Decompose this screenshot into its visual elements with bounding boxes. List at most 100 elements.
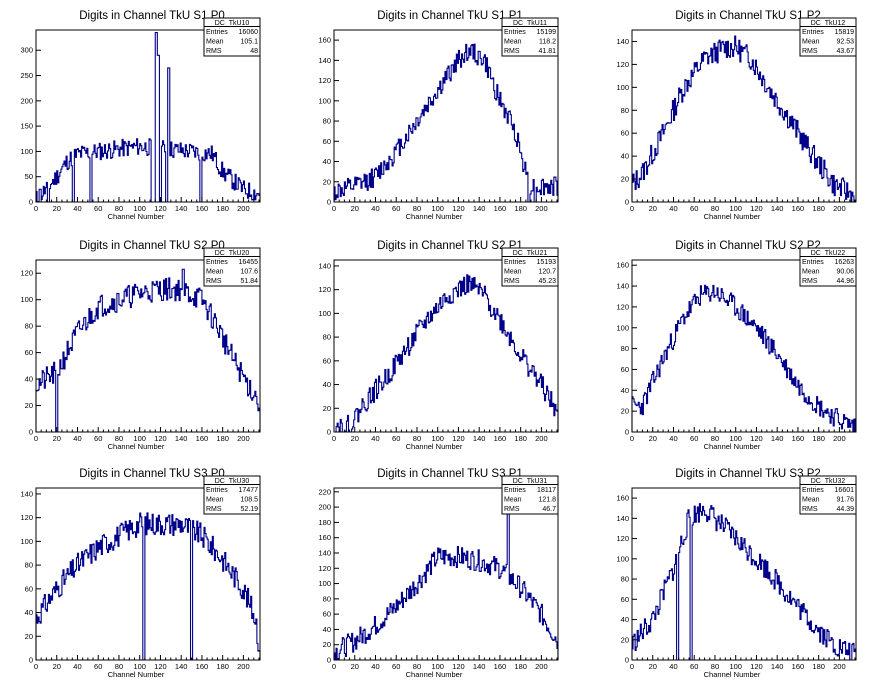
stats-value: 92.53 xyxy=(836,39,854,46)
x-tick-label: 60 xyxy=(392,434,400,443)
x-axis-label: Channel Number xyxy=(704,442,761,451)
x-tick-label: 120 xyxy=(154,662,167,671)
stats-label: RMS xyxy=(504,506,520,513)
stats-name: DC_TkU22 xyxy=(811,250,846,257)
histogram-series xyxy=(35,512,261,661)
histogram-panel-0: Digits in Channel TkU S1 P0 0 20 40 60 80 100 1… xyxy=(20,10,261,221)
stats-label: Mean xyxy=(802,39,820,46)
y-tick-label: 40 xyxy=(621,615,629,624)
x-tick-label: 0 xyxy=(34,204,38,213)
x-tick-label: 120 xyxy=(452,662,465,671)
stats-value: 18117 xyxy=(537,487,556,494)
stats-value: 41.81 xyxy=(538,48,556,55)
stats-box: DC_TkU31 Entries 18117 Mean 121.8 RMS 46.7 xyxy=(501,475,559,515)
y-tick-label: 140 xyxy=(20,489,33,498)
x-tick-label: 0 xyxy=(332,204,336,213)
y-tick-label: 40 xyxy=(323,380,331,389)
stats-box-frame xyxy=(501,17,559,57)
histogram-panel-1: Digits in Channel TkU S1 P1 0 20 40 60 80 100 1… xyxy=(318,10,559,221)
y-tick-label: 0 xyxy=(625,428,629,437)
stats-box: DC_TkU30 Entries 17477 Mean 108.5 RMS 52.19 xyxy=(203,475,261,515)
x-tick-label: 200 xyxy=(535,434,548,443)
y-tick-label: 100 xyxy=(616,323,629,332)
stats-label: Entries xyxy=(206,487,228,494)
stats-value: 91.76 xyxy=(836,497,854,504)
x-tick-label: 0 xyxy=(630,662,634,671)
y-tick-label: 60 xyxy=(621,595,629,604)
x-tick-label: 180 xyxy=(514,434,527,443)
y-tick-label: 60 xyxy=(25,348,33,357)
stats-value: 107.6 xyxy=(240,269,258,276)
x-tick-label: 200 xyxy=(237,662,250,671)
x-tick-label: 40 xyxy=(669,204,677,213)
stats-box-frame xyxy=(501,475,559,515)
stats-label: Mean xyxy=(504,269,522,276)
x-tick-label: 200 xyxy=(833,204,846,213)
x-tick-label: 160 xyxy=(494,434,507,443)
y-tick-label: 160 xyxy=(318,36,331,45)
y-tick-label: 80 xyxy=(25,561,33,570)
y-tick-label: 80 xyxy=(323,333,331,342)
x-tick-label: 140 xyxy=(771,204,784,213)
stats-label: Mean xyxy=(504,39,522,46)
y-tick-label: 160 xyxy=(616,261,629,270)
x-tick-label: 180 xyxy=(514,204,527,213)
y-tick-label: 300 xyxy=(20,46,33,55)
x-tick-label: 200 xyxy=(535,662,548,671)
chart-title: Digits in Channel TkU S2 P0 xyxy=(79,240,225,252)
x-tick-label: 120 xyxy=(750,434,763,443)
x-tick-label: 200 xyxy=(833,434,846,443)
y-tick-label: 40 xyxy=(323,157,331,166)
x-tick-label: 20 xyxy=(351,662,359,671)
stats-value: 15193 xyxy=(537,259,557,266)
y-tick-label: 100 xyxy=(20,537,33,546)
stats-label: Mean xyxy=(504,497,522,504)
x-axis-label: Channel Number xyxy=(406,670,463,679)
chart-title: Digits in Channel TkU S2 P1 xyxy=(377,240,523,252)
x-tick-label: 20 xyxy=(649,662,657,671)
y-tick-label: 20 xyxy=(25,401,33,410)
x-tick-label: 60 xyxy=(392,662,400,671)
x-tick-label: 100 xyxy=(729,204,742,213)
x-tick-label: 140 xyxy=(771,662,784,671)
y-tick-label: 60 xyxy=(323,610,331,619)
y-tick-label: 120 xyxy=(616,534,629,543)
x-tick-label: 100 xyxy=(133,434,146,443)
stats-value: 120.7 xyxy=(538,269,556,276)
x-tick-label: 40 xyxy=(73,204,81,213)
x-tick-label: 140 xyxy=(175,434,188,443)
stats-name: DC_TkU20 xyxy=(215,250,250,257)
x-tick-label: 180 xyxy=(216,204,229,213)
stats-label: Mean xyxy=(802,269,820,276)
y-tick-label: 160 xyxy=(318,533,331,542)
plot-frame xyxy=(631,29,857,203)
stats-name: DC_TkU10 xyxy=(215,20,250,27)
stats-label: Entries xyxy=(504,259,526,266)
stats-label: Entries xyxy=(802,29,824,36)
y-tick-label: 0 xyxy=(29,428,33,437)
x-tick-label: 140 xyxy=(771,434,784,443)
x-tick-label: 20 xyxy=(53,662,61,671)
x-tick-label: 40 xyxy=(73,434,81,443)
stats-box-frame xyxy=(203,17,261,57)
x-tick-label: 40 xyxy=(371,662,379,671)
x-tick-label: 160 xyxy=(196,662,209,671)
histogram-series xyxy=(35,268,261,433)
y-tick-label: 160 xyxy=(616,494,629,503)
stats-box-frame xyxy=(799,17,857,57)
y-tick-label: 120 xyxy=(318,564,331,573)
stats-label: Entries xyxy=(802,259,824,266)
x-tick-label: 60 xyxy=(690,434,698,443)
x-tick-label: 120 xyxy=(750,662,763,671)
stats-label: Mean xyxy=(206,269,224,276)
y-tick-label: 100 xyxy=(318,96,331,105)
x-tick-label: 120 xyxy=(750,204,763,213)
chart-title: Digits in Channel TkU S1 P1 xyxy=(377,10,523,22)
x-tick-label: 180 xyxy=(216,662,229,671)
x-tick-label: 160 xyxy=(792,434,805,443)
y-tick-label: 0 xyxy=(625,198,629,207)
stats-label: RMS xyxy=(802,506,818,513)
histogram-panel-2: Digits in Channel TkU S1 P2 0 20 40 60 80 100 1… xyxy=(616,10,857,221)
y-tick-label: 100 xyxy=(318,309,331,318)
